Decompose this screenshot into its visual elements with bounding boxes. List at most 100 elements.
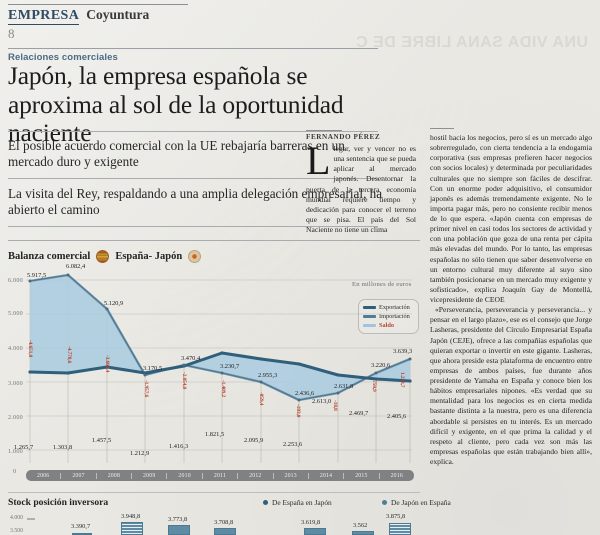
bar-2009 — [168, 525, 190, 535]
datalabel-importacion-2015: 3.220,6 — [371, 362, 391, 369]
chart-top-legend: Exportación Importación Saldo — [358, 299, 419, 334]
datalabel-exportacion-2008: 1.457,5 — [92, 437, 112, 444]
datalabel-saldo-2016: 1.233,7 — [399, 372, 405, 388]
chart-top-units: En millones de euros — [352, 281, 412, 288]
article-body-column-2: hostil hacia los negocios, pero sí es un… — [430, 133, 592, 467]
x-tick-2014: 2014 — [309, 472, 345, 479]
article-deck-2: La visita del Rey, respaldando a una amp… — [8, 186, 383, 218]
legend-label-de-espana-en-japon: De España en Japón — [272, 498, 332, 507]
page-title: Japón, la empresa española se aproxima a… — [8, 61, 344, 148]
datalabel-exportacion-2007: 1.303,8 — [53, 444, 73, 451]
column-2-rule — [430, 128, 454, 129]
bar-2016 — [389, 523, 411, 535]
body-text-2: hostil hacia los negocios, pero sí es un… — [430, 133, 592, 304]
datalabel-saldo-2008: -3.663,4 — [104, 355, 110, 373]
x-tick-2016: 2016 — [390, 472, 403, 479]
bar-label-2010: 3.708,8 — [214, 519, 234, 526]
y-tick-3500-bottom: 3.500 — [10, 528, 24, 534]
legend-swatch-exportacion — [363, 305, 376, 310]
deck-rule-1 — [8, 131, 378, 132]
x-axis-years: 2006 2007 2008 2009 2010 2011 2012 2013 … — [26, 470, 414, 481]
article-byline: FERNANDO PÉREZ — [306, 133, 381, 141]
chart-top-countries: España- Japón — [115, 251, 183, 262]
datalabel-exportacion-2011: 1.821,5 — [205, 431, 225, 438]
datalabel-exportacion-2016: 2.405,6 — [387, 413, 407, 420]
datalabel-importacion-2016: 3.639,3 — [393, 348, 413, 355]
deck-rule-2 — [8, 178, 378, 179]
bar-label-2007: 3.390,7 — [71, 523, 91, 530]
datalabel-exportacion-2012: 2.095,9 — [244, 437, 264, 444]
bar-label-2009: 3.773,8 — [168, 516, 188, 523]
datalabel-saldo-2014: -18,8 — [332, 400, 338, 411]
x-tick-2008: 2008 — [97, 472, 133, 479]
x-tick-2015: 2015 — [344, 472, 380, 479]
chart-top-svg — [26, 273, 412, 463]
chart-top-title-group: Balanza comercial España- Japón — [8, 250, 202, 263]
datalabel-importacion-2012: 2.955,3 — [258, 372, 278, 379]
legend-item-saldo: Saldo — [363, 321, 414, 330]
flag-japan-icon — [188, 250, 202, 263]
y-tick-5000: 5.000 — [8, 310, 23, 317]
datalabel-importacion-2013: 2.436,6 — [295, 390, 315, 397]
legend-dot-de-espana-en-japon — [263, 500, 268, 505]
bar-2015 — [352, 531, 374, 535]
masthead-brand: EMPRESA — [8, 8, 80, 25]
body-text-3: «Perseverancia, perseverancia y persever… — [430, 305, 592, 466]
datalabel-exportacion-2015: 2.469,7 — [349, 410, 369, 417]
datalabel-saldo-2010: -2.054,0 — [181, 372, 187, 390]
body-text-1: legar, ver y vencer no es una sentencia … — [306, 144, 416, 234]
datalabel-saldo-2012: -859,4 — [258, 392, 264, 406]
y-tick-zero: 0 — [13, 468, 17, 475]
x-tick-2013: 2013 — [274, 472, 309, 479]
legend-label-importacion: Importación — [379, 313, 410, 320]
masthead-section: Coyuntura — [86, 7, 150, 22]
datalabel-exportacion-2014: 2.613,0 — [312, 398, 332, 405]
chart-bottom-plot: 3.390,7 3.948,8 3.773,8 3.708,8 3.619,8 … — [8, 512, 420, 535]
masthead-rule — [8, 4, 188, 5]
legend-label-exportacion: Exportación — [379, 304, 410, 311]
drop-cap: L — [306, 138, 331, 183]
chart-top-plot — [8, 268, 420, 468]
bar-label-2008: 3.948,8 — [121, 513, 141, 520]
flag-spain-icon — [96, 250, 110, 263]
y-tick-2000: 2.000 — [8, 414, 23, 421]
y-tick-dash-bottom — [27, 518, 35, 520]
datalabel-importacion-2010: 3.470,4 — [181, 355, 201, 362]
datalabel-importacion-2008: 5.120,9 — [104, 300, 124, 307]
legend-label-saldo: Saldo — [379, 322, 395, 329]
datalabel-saldo-2006: -4.651,8 — [27, 340, 33, 358]
y-tick-3000: 3.000 — [8, 380, 23, 387]
datalabel-saldo-2011: -1.409,2 — [220, 380, 226, 398]
y-tick-4000-bottom: 4.000 — [10, 515, 24, 521]
byline-rule — [306, 130, 342, 131]
x-tick-2007: 2007 — [61, 472, 97, 479]
datalabel-importacion-2011: 3.230,7 — [220, 363, 240, 370]
datalabel-saldo-2013: -183,0 — [295, 404, 301, 418]
legend-dot-de-japon-en-espana — [382, 500, 387, 505]
deck-rule-3 — [8, 226, 378, 227]
page-number: 8 — [8, 25, 15, 41]
article-deck-1: El posible acuerdo comercial con la UE r… — [8, 138, 345, 170]
legend-label-de-japon-en-espana: De Japón en España — [391, 498, 451, 507]
x-tick-2010: 2010 — [167, 472, 203, 479]
datalabel-importacion-2007: 6.082,4 — [66, 263, 86, 270]
y-tick-1000: 1.000 — [8, 448, 23, 455]
legend-item-de-japon-en-espana: De Japón en España — [382, 498, 451, 507]
datalabel-saldo-2015: 750,9 — [371, 380, 377, 392]
datalabel-exportacion-2013: 2.253,6 — [283, 441, 303, 448]
datalabel-exportacion-2010: 1.416,3 — [169, 443, 189, 450]
legend-swatch-saldo — [363, 323, 376, 328]
bar-label-2015: 3.562 — [353, 522, 368, 529]
chart-bottom-rule — [8, 492, 420, 493]
bar-2008 — [121, 522, 143, 535]
datalabel-importacion-2009: 3.170,5 — [143, 365, 163, 372]
article-kicker: Relaciones comerciales — [8, 52, 118, 63]
datalabel-exportacion-2006: 1.265,7 — [14, 444, 34, 451]
kicker-rule — [8, 48, 378, 49]
datalabel-saldo-2007: -4.778,6 — [66, 346, 72, 364]
datalabel-exportacion-2009: 1.212,9 — [130, 450, 150, 457]
chart-bottom-title: Stock posición inversora — [8, 497, 109, 508]
legend-item-exportacion: Exportación — [363, 303, 414, 312]
